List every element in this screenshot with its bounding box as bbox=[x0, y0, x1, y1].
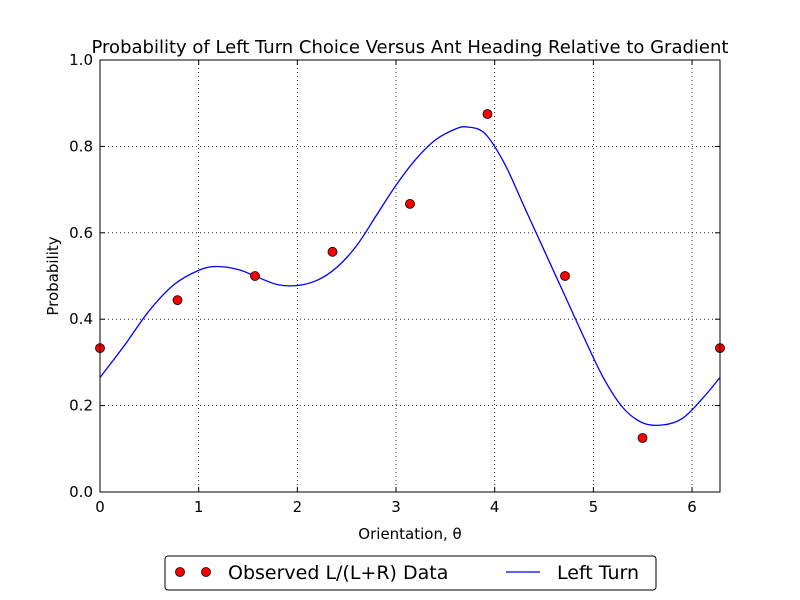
x-tick-label: 2 bbox=[293, 498, 303, 516]
legend-label-left-turn: Left Turn bbox=[557, 562, 639, 584]
data-point-observed bbox=[560, 271, 570, 281]
x-tick-label: 3 bbox=[391, 498, 401, 516]
x-tick-label: 6 bbox=[687, 498, 697, 516]
y-tick-label: 0.8 bbox=[69, 137, 93, 155]
data-point-observed bbox=[327, 246, 338, 257]
x-tick-label: 4 bbox=[490, 498, 500, 516]
data-point-observed bbox=[405, 198, 415, 209]
legend-box bbox=[164, 555, 657, 591]
y-axis-label: Probability bbox=[44, 236, 62, 315]
tick-layer: 0 1 2 3 4 5 6 0.0 0.2 0.4 0.6 0.8 1.0 bbox=[69, 51, 720, 516]
x-tick-label: 5 bbox=[589, 498, 599, 516]
y-tick-label: 0.0 bbox=[69, 483, 93, 501]
legend-label-observed: Observed L/(L+R) Data bbox=[228, 562, 448, 584]
x-tick-label: 1 bbox=[194, 498, 204, 516]
legend-marker-observed-2 bbox=[201, 567, 211, 577]
y-tick-label: 1.0 bbox=[69, 51, 93, 69]
plot-frame bbox=[99, 59, 721, 493]
legend-marker-observed-1 bbox=[175, 567, 185, 577]
data-point-observed bbox=[250, 271, 260, 281]
data-point-observed bbox=[172, 295, 183, 306]
x-axis-label: Orientation, θ bbox=[358, 525, 461, 543]
data-point-observed bbox=[482, 109, 493, 119]
series-line-left-turn bbox=[99, 126, 721, 427]
chart-title: Probability of Left Turn Choice Versus A… bbox=[92, 37, 729, 58]
data-point-observed bbox=[637, 433, 648, 443]
y-tick-label: 0.4 bbox=[69, 310, 93, 328]
y-tick-label: 0.2 bbox=[69, 397, 93, 415]
y-tick-label: 0.6 bbox=[69, 224, 93, 242]
x-tick-label: 0 bbox=[95, 498, 105, 516]
legend: Observed L/(L+R) Data Left Turn bbox=[164, 555, 657, 591]
plot-area bbox=[95, 109, 725, 443]
